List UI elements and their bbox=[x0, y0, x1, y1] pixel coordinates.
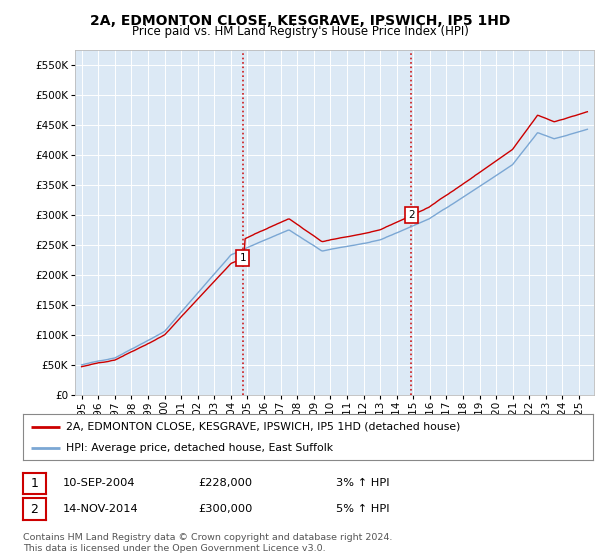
Text: 10-SEP-2004: 10-SEP-2004 bbox=[63, 478, 136, 488]
Text: 2A, EDMONTON CLOSE, KESGRAVE, IPSWICH, IP5 1HD: 2A, EDMONTON CLOSE, KESGRAVE, IPSWICH, I… bbox=[90, 14, 510, 28]
Text: 2A, EDMONTON CLOSE, KESGRAVE, IPSWICH, IP5 1HD (detached house): 2A, EDMONTON CLOSE, KESGRAVE, IPSWICH, I… bbox=[65, 422, 460, 432]
Text: 14-NOV-2014: 14-NOV-2014 bbox=[63, 504, 139, 514]
Text: HPI: Average price, detached house, East Suffolk: HPI: Average price, detached house, East… bbox=[65, 443, 332, 453]
Text: Contains HM Land Registry data © Crown copyright and database right 2024.
This d: Contains HM Land Registry data © Crown c… bbox=[23, 533, 392, 553]
Text: 5% ↑ HPI: 5% ↑ HPI bbox=[336, 504, 389, 514]
Text: 1: 1 bbox=[239, 253, 246, 263]
Text: 2: 2 bbox=[408, 210, 415, 220]
Text: £228,000: £228,000 bbox=[198, 478, 252, 488]
Text: £300,000: £300,000 bbox=[198, 504, 253, 514]
Text: Price paid vs. HM Land Registry's House Price Index (HPI): Price paid vs. HM Land Registry's House … bbox=[131, 25, 469, 38]
Text: 1: 1 bbox=[30, 477, 38, 490]
Text: 2: 2 bbox=[30, 502, 38, 516]
Text: 3% ↑ HPI: 3% ↑ HPI bbox=[336, 478, 389, 488]
